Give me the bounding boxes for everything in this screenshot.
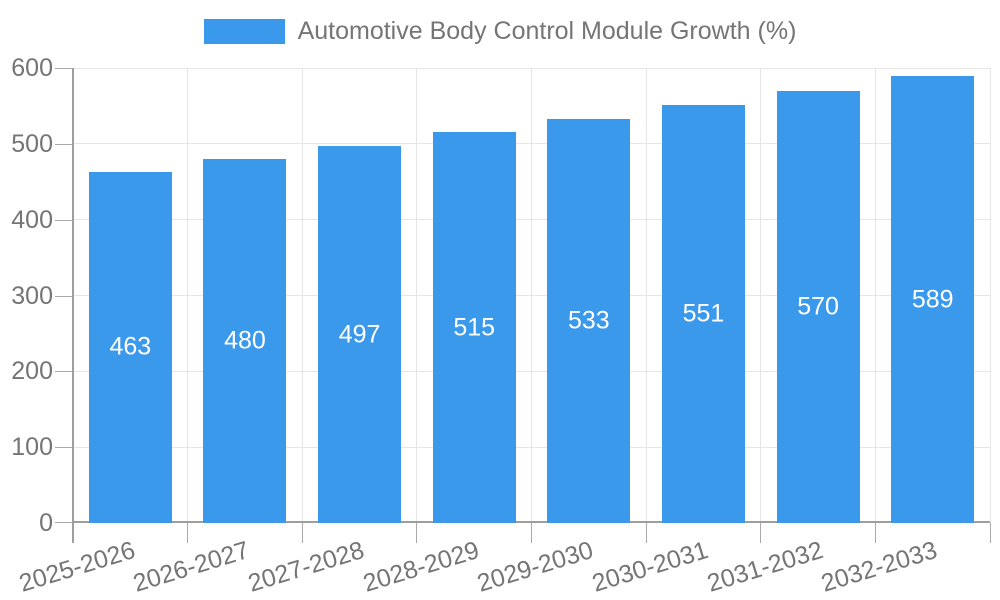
bar-value-label: 480	[224, 326, 266, 355]
bar[interactable]: 570	[776, 90, 860, 523]
vertical-gridline	[187, 68, 189, 523]
y-tick-label: 100	[11, 433, 53, 462]
y-tick-label: 300	[11, 281, 53, 310]
bar-value-label: 589	[911, 285, 954, 314]
y-axis-tick	[55, 143, 73, 145]
bar[interactable]: 463	[88, 171, 172, 523]
x-axis-tick	[989, 523, 991, 543]
bar-value-label: 463	[109, 332, 152, 361]
vertical-gridline	[645, 68, 647, 523]
x-axis-tick	[645, 523, 647, 543]
x-axis-tick	[301, 523, 303, 543]
legend-swatch	[203, 19, 285, 44]
x-tick-label: 2030-2031	[588, 536, 712, 598]
x-tick-label: 2028-2029	[359, 536, 483, 598]
vertical-gridline	[760, 68, 762, 523]
x-axis-line	[73, 521, 990, 523]
chart-legend[interactable]: Automotive Body Control Module Growth (%…	[0, 19, 1000, 44]
y-axis-tick	[55, 447, 73, 449]
bar-value-label: 515	[453, 313, 496, 342]
y-axis-tick	[55, 522, 73, 523]
vertical-gridline	[531, 68, 532, 523]
bar-value-label: 497	[338, 320, 381, 349]
y-tick-label: 400	[11, 205, 53, 234]
x-axis-tick	[531, 523, 532, 543]
x-axis-tick	[760, 523, 762, 543]
y-tick-label: 200	[11, 357, 53, 386]
y-axis-tick	[55, 295, 73, 297]
vertical-gridline	[989, 68, 991, 523]
bar[interactable]: 497	[318, 146, 402, 523]
bar[interactable]: 533	[547, 118, 631, 523]
y-tick-label: 500	[11, 129, 53, 158]
bar-value-label: 533	[567, 306, 610, 335]
x-axis-tick	[416, 523, 418, 543]
bar-value-label: 570	[797, 292, 839, 321]
bar[interactable]: 480	[203, 159, 287, 523]
vertical-gridline	[416, 68, 418, 523]
plot-area: 463 480 497 515 533 551 570 589	[55, 67, 991, 543]
vertical-gridline	[301, 68, 303, 523]
y-tick-label: 0	[39, 509, 53, 537]
x-tick-label: 2029-2030	[474, 536, 597, 598]
x-tick-label: 2032-2033	[818, 536, 941, 598]
y-tick-label: 600	[11, 54, 53, 82]
y-axis-tick	[55, 371, 73, 373]
bar[interactable]: 515	[432, 132, 516, 523]
bar[interactable]: 551	[661, 105, 745, 523]
bar-value-label: 551	[682, 299, 725, 328]
x-tick-label: 2031-2032	[703, 536, 826, 598]
vertical-gridline	[874, 68, 876, 523]
y-axis-tick	[55, 219, 73, 221]
y-axis-tick	[55, 68, 73, 69]
x-tick-label: 2025-2026	[15, 536, 139, 598]
legend-label: Automotive Body Control Module Growth (%…	[297, 17, 797, 45]
y-axis-line	[72, 68, 74, 543]
bar[interactable]: 589	[891, 76, 975, 523]
x-tick-label: 2026-2027	[130, 536, 253, 598]
x-axis-tick	[187, 523, 189, 543]
x-tick-label: 2027-2028	[244, 536, 368, 598]
x-axis-tick	[874, 523, 876, 543]
